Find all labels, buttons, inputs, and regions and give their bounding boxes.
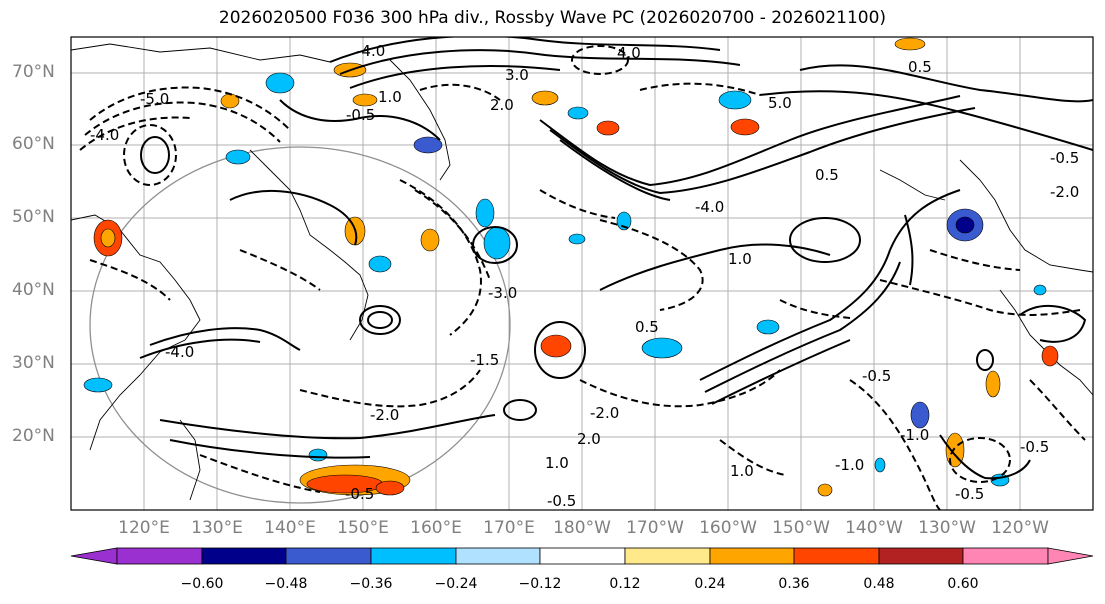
lat-label: 20°N bbox=[12, 426, 55, 446]
contour-label: -4.0 bbox=[165, 343, 194, 361]
contour-label: -1.0 bbox=[835, 456, 864, 474]
colorbar-swatch bbox=[624, 547, 711, 565]
contour-label: -2.0 bbox=[1050, 183, 1079, 201]
shaded-divergence bbox=[83, 37, 1059, 497]
colorbar-tick-label: 0.60 bbox=[947, 576, 979, 592]
colorbar-swatch bbox=[201, 547, 287, 565]
contour-label: -0.5 bbox=[1050, 149, 1079, 167]
figure-title: 2026020500 F036 300 hPa div., Rossby Wav… bbox=[218, 8, 887, 28]
lat-label: 30°N bbox=[12, 353, 55, 373]
dashed-contours bbox=[79, 45, 1086, 510]
contour-label: -4.0 bbox=[695, 198, 724, 216]
lon-label: 120°E bbox=[118, 518, 170, 538]
colorbar-tick-label: 0.24 bbox=[694, 576, 726, 592]
lat-label: 70°N bbox=[12, 62, 55, 82]
region-circle bbox=[89, 146, 511, 504]
contour-label: -1.0 bbox=[900, 426, 929, 444]
lon-label: 170°W bbox=[626, 518, 684, 538]
lon-label: 140°E bbox=[264, 518, 316, 538]
colorbar-tick-label: −0.36 bbox=[349, 576, 393, 592]
contour-label: 0.5 bbox=[908, 58, 932, 76]
contour-label: -0.5 bbox=[346, 106, 375, 124]
colorbar-swatch bbox=[285, 547, 372, 565]
lat-label: 60°N bbox=[12, 134, 55, 154]
contour-label: -0.5 bbox=[955, 485, 984, 503]
colorbar-swatch bbox=[878, 547, 964, 565]
contour-label: 0.5 bbox=[635, 318, 659, 336]
colorbar-swatch bbox=[455, 547, 541, 565]
lon-label: 150°E bbox=[337, 518, 389, 538]
lon-label: 150°W bbox=[772, 518, 830, 538]
colorbar bbox=[70, 547, 1094, 565]
contour-label: -3.0 bbox=[488, 284, 517, 302]
lat-label: 40°N bbox=[12, 280, 55, 300]
contour-label: -0.5 bbox=[862, 367, 891, 385]
colorbar-tick-label: −0.60 bbox=[180, 576, 224, 592]
colorbar-min-extend bbox=[70, 547, 118, 565]
lon-label: 170°E bbox=[483, 518, 535, 538]
lat-label: 50°N bbox=[12, 207, 55, 227]
colorbar-swatch bbox=[962, 547, 1049, 565]
colorbar-tick-label: 0.36 bbox=[778, 576, 810, 592]
map-panel: -4.0 -5.0 -4.0 -2.0 -0.5 -1.0 -0.5 -2.0 … bbox=[71, 37, 1093, 510]
contour-label: -1.5 bbox=[470, 351, 499, 369]
lon-label: 160°W bbox=[699, 518, 757, 538]
solid-contours bbox=[139, 37, 1093, 480]
contour-label: -2.0 bbox=[370, 406, 399, 424]
contour-label: 5.0 bbox=[768, 94, 792, 112]
lon-label: 180°W bbox=[553, 518, 611, 538]
lon-label: 130°E bbox=[191, 518, 243, 538]
contour-label: -2.0 bbox=[590, 404, 619, 422]
contour-labels: -4.0 -5.0 -4.0 -2.0 -0.5 -1.0 -0.5 -2.0 … bbox=[90, 42, 1079, 510]
contour-label: 1.0 bbox=[730, 462, 754, 480]
colorbar-swatch bbox=[539, 547, 626, 565]
contour-label: 3.0 bbox=[505, 66, 529, 84]
colorbar-tick-label: −0.48 bbox=[264, 576, 308, 592]
contour-label: -0.5 bbox=[547, 492, 576, 510]
colorbar-swatch bbox=[370, 547, 457, 565]
contour-label: -5.0 bbox=[140, 90, 169, 108]
contour-label: 0.5 bbox=[815, 166, 839, 184]
contour-label: -4.0 bbox=[90, 126, 119, 144]
contour-label: -0.5 bbox=[345, 485, 374, 503]
contour-label: -4.0 bbox=[356, 42, 385, 60]
colorbar-tick-label: 0.48 bbox=[863, 576, 895, 592]
contour-label: 1.0 bbox=[728, 250, 752, 268]
contour-label: 4.0 bbox=[617, 44, 641, 62]
map-frame bbox=[70, 36, 1094, 511]
contour-label: 1.0 bbox=[378, 88, 402, 106]
lon-label: 160°E bbox=[410, 518, 462, 538]
colorbar-tick-label: −0.24 bbox=[434, 576, 478, 592]
colorbar-swatch bbox=[709, 547, 795, 565]
colorbar-max-extend bbox=[1047, 547, 1094, 565]
contour-label: -0.5 bbox=[1020, 438, 1049, 456]
graticule bbox=[71, 37, 1093, 510]
lon-label: 120°W bbox=[991, 518, 1049, 538]
contour-label: 1.0 bbox=[545, 454, 569, 472]
colorbar-swatch bbox=[116, 547, 203, 565]
lon-label: 140°W bbox=[845, 518, 903, 538]
colorbar-tick-label: 0.12 bbox=[609, 576, 641, 592]
colorbar-swatch bbox=[793, 547, 880, 565]
lon-label: 130°W bbox=[918, 518, 976, 538]
contour-label: 2.0 bbox=[490, 96, 514, 114]
contour-label: 2.0 bbox=[577, 430, 601, 448]
colorbar-tick-label: −0.12 bbox=[518, 576, 562, 592]
